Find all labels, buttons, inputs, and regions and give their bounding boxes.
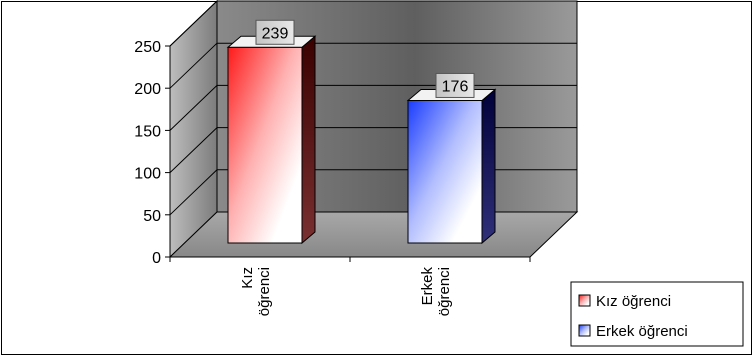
- y-tick-label: 0: [152, 250, 161, 267]
- y-tick-label: 200: [134, 81, 161, 98]
- gridline: [169, 0, 577, 47]
- bar-erkek-ogrenci: [407, 99, 483, 244]
- gridline: [169, 42, 577, 89]
- bar-kiz-ogrenci: [227, 46, 303, 244]
- legend-swatch: [578, 294, 591, 307]
- data-label: 176: [442, 78, 469, 95]
- bar-side: [481, 88, 496, 245]
- x-category-label: Kız öğrenci: [239, 267, 273, 316]
- y-tick-label: 150: [134, 123, 161, 140]
- data-label: 239: [262, 25, 289, 42]
- y-tick-label: 100: [134, 166, 161, 183]
- y-tick-label: 50: [143, 208, 161, 225]
- data-label-box: [255, 19, 295, 45]
- x-category-label-line: öğrenci: [436, 267, 453, 316]
- y-tick-label: 250: [134, 39, 161, 56]
- x-category-label: Erkek öğrenci: [419, 267, 453, 317]
- x-category-label-line: öğrenci: [256, 267, 273, 316]
- bar-side: [301, 35, 316, 245]
- data-label-box: [435, 72, 475, 98]
- x-category-label-line: Kız: [239, 267, 256, 289]
- legend-box: [570, 281, 744, 347]
- legend-swatch: [578, 324, 591, 337]
- legend-label: Kız öğrenci: [596, 293, 671, 310]
- x-category-label-line: Erkek: [419, 267, 436, 306]
- legend-label: Erkek öğrenci: [596, 323, 688, 340]
